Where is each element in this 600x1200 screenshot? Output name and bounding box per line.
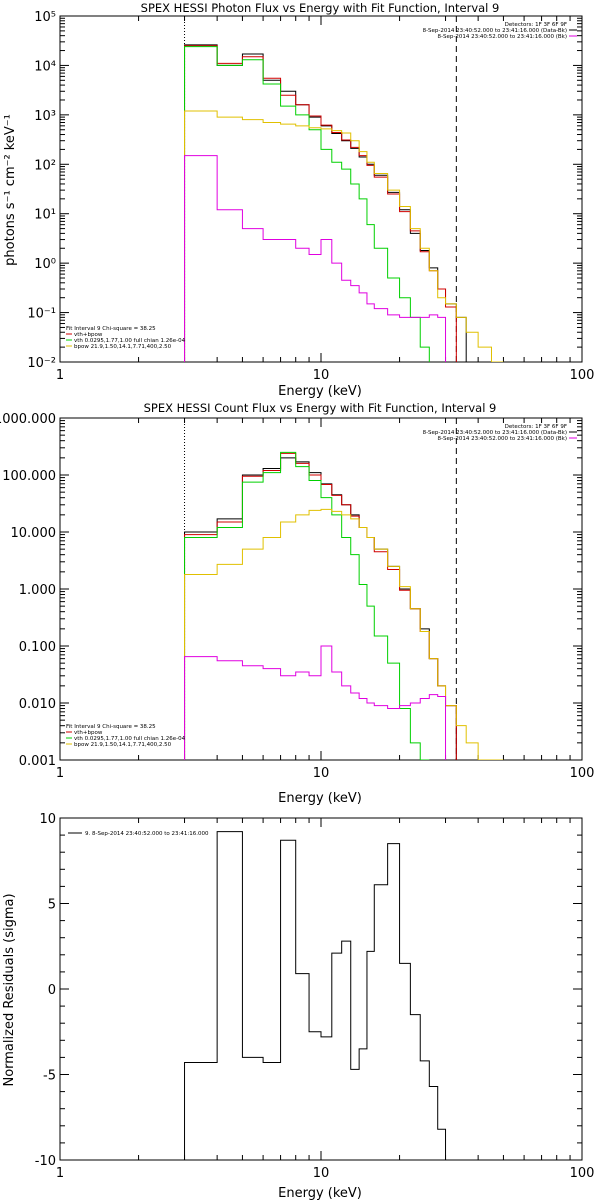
x-axis-label: Energy (keV) bbox=[278, 791, 362, 806]
legend-text: 8-Sep-2014 23:40:52.000 to 23:41:16.000 … bbox=[438, 436, 568, 442]
y-tick-label: 10⁵ bbox=[34, 10, 56, 25]
y-tick-label: 10¹ bbox=[34, 208, 56, 223]
x-tick-label: 10 bbox=[313, 766, 330, 781]
y-tick-label: 0.100 bbox=[19, 640, 56, 655]
legend-text: Detectors: 1F 3F 6F 9F bbox=[505, 22, 567, 28]
y-axis-label: Normalized Residuals (sigma) bbox=[2, 893, 17, 1086]
count-flux-chart: SPEX HESSI Count Flux vs Energy with Fit… bbox=[0, 401, 594, 806]
photon-flux-chart: SPEX HESSI Photon Flux vs Energy with Fi… bbox=[3, 1, 594, 399]
series-line-background bbox=[184, 645, 447, 760]
legend-text: 8-Sep-2014 23:40:52.000 to 23:41:16.000 … bbox=[423, 28, 567, 34]
y-tick-label: 5 bbox=[48, 898, 56, 913]
y-tick-label: 0 bbox=[48, 983, 56, 998]
series-line-total bbox=[184, 831, 457, 1160]
x-tick-label: 10 bbox=[313, 1166, 330, 1181]
y-tick-label: 10³ bbox=[34, 109, 56, 124]
legend-text: vth+bpow bbox=[74, 730, 103, 736]
y-tick-label: 100.000 bbox=[2, 469, 56, 484]
y-tick-label: 10² bbox=[34, 158, 56, 173]
legend-text: vth+bpow bbox=[74, 332, 103, 338]
y-tick-label: 0.001 bbox=[19, 754, 56, 769]
y-axis-label: photons s⁻¹ cm⁻² keV⁻¹ bbox=[3, 114, 18, 266]
x-tick-label: 1 bbox=[56, 1166, 64, 1181]
series-line-fit bbox=[184, 45, 457, 362]
legend-text: bpow 21.9,1.50,14.1,7.71,400,2.50 bbox=[74, 344, 172, 350]
x-tick-label: 1 bbox=[56, 766, 64, 781]
y-tick-label: 1.000 bbox=[19, 583, 56, 598]
x-tick-label: 100 bbox=[570, 368, 595, 383]
x-tick-label: 1 bbox=[56, 368, 64, 383]
y-tick-label: 10⁴ bbox=[34, 59, 56, 74]
chart-title: SPEX HESSI Photon Flux vs Energy with Fi… bbox=[141, 1, 500, 15]
y-tick-label: 0.010 bbox=[19, 697, 56, 712]
series-line-total bbox=[184, 457, 457, 760]
y-tick-label: 10 bbox=[39, 812, 56, 827]
y-tick-label: 10.000 bbox=[11, 526, 57, 541]
y-tick-label: 10⁻¹ bbox=[27, 307, 56, 322]
legend-text: 8-Sep-2014 23:40:52.000 to 23:41:16.000 … bbox=[438, 34, 568, 40]
legend-text: Detectors: 1F 3F 6F 9F bbox=[505, 424, 567, 430]
legend-text: 8-Sep-2014 23:40:52.000 to 23:41:16.000 … bbox=[423, 430, 567, 436]
legend-text: 9. 8-Sep-2014 23:40:52.000 to 23:41:16.0… bbox=[85, 831, 209, 837]
series-line-vth bbox=[184, 46, 430, 362]
legend-text: vth 0.0295,1.77,1.00 full chian 1.26e-04 bbox=[74, 736, 186, 742]
chart-title: SPEX HESSI Count Flux vs Energy with Fit… bbox=[144, 401, 497, 415]
residuals-chart: Energy (keV) Normalized Residuals (sigma… bbox=[2, 812, 594, 1200]
legend-text: vth 0.0295,1.77,1.00 full chian 1.26e-04 bbox=[74, 338, 186, 344]
x-axis-label: Energy (keV) bbox=[278, 1186, 362, 1200]
series-line-background bbox=[184, 155, 447, 362]
series-line-bpow bbox=[184, 110, 504, 362]
y-tick-label: 10⁰ bbox=[34, 257, 56, 272]
legend-text: Fit Interval 9 Chi-square = 38.25 bbox=[66, 724, 156, 730]
x-tick-label: 100 bbox=[570, 766, 595, 781]
legend-text: Fit Interval 9 Chi-square = 38.25 bbox=[66, 326, 156, 332]
x-axis-label: Energy (keV) bbox=[278, 384, 362, 399]
y-tick-label: 10⁻² bbox=[27, 356, 56, 371]
x-tick-label: 10 bbox=[313, 368, 330, 383]
legend-text: bpow 21.9,1.50,14.1,7.71,400,2.50 bbox=[74, 742, 172, 748]
y-tick-label: -5 bbox=[43, 1069, 56, 1084]
x-tick-label: 100 bbox=[570, 1166, 595, 1181]
y-tick-label: 1000.000 bbox=[0, 412, 56, 427]
y-tick-label: -10 bbox=[35, 1154, 56, 1169]
